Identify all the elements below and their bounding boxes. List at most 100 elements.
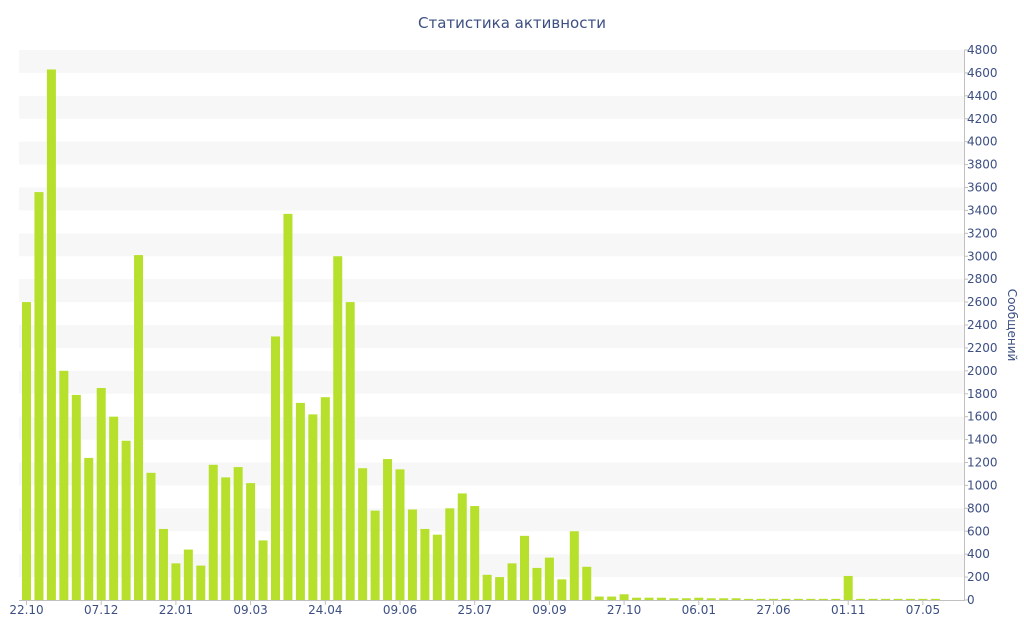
bar[interactable] (769, 598, 778, 600)
x-tick-label: 09.06 (383, 603, 417, 617)
y-tick-label: 1600 (967, 410, 998, 424)
bar[interactable] (171, 563, 181, 600)
bar[interactable] (544, 557, 554, 600)
x-tick-label: 24.04 (308, 603, 342, 617)
bar[interactable] (482, 574, 492, 600)
bar[interactable] (681, 598, 691, 600)
bar[interactable] (669, 598, 679, 600)
bar[interactable] (22, 302, 31, 600)
bar[interactable] (395, 469, 405, 600)
bar[interactable] (881, 598, 891, 600)
bar[interactable] (632, 597, 642, 600)
bar[interactable] (121, 440, 131, 600)
bar[interactable] (806, 598, 816, 600)
x-tick-label: 01.11 (831, 603, 865, 617)
bar[interactable] (59, 370, 69, 600)
y-axis-title: Сообщений (1005, 289, 1019, 362)
y-tick-labels: 0 200 400 600 800 1000 1200 1400 1600 1800 2000 220… (964, 43, 998, 607)
bar[interactable] (96, 388, 106, 600)
bar[interactable] (532, 567, 542, 600)
grid-band (19, 325, 964, 348)
bar[interactable] (146, 472, 156, 600)
bar[interactable] (644, 597, 654, 600)
y-tick-label: 3200 (967, 226, 998, 240)
bar[interactable] (756, 598, 766, 600)
bar[interactable] (258, 540, 268, 600)
bar[interactable] (295, 402, 305, 600)
bar[interactable] (320, 397, 330, 600)
bar[interactable] (308, 414, 318, 600)
bar[interactable] (831, 598, 841, 600)
bar[interactable] (856, 598, 866, 600)
bar[interactable] (470, 506, 480, 600)
bar[interactable] (569, 531, 579, 600)
y-tick-label: 3800 (967, 158, 998, 172)
x-tick-label: 27.06 (756, 603, 790, 617)
bar[interactable] (183, 549, 193, 600)
bar[interactable] (893, 598, 903, 600)
bar[interactable] (383, 459, 393, 600)
bar[interactable] (781, 598, 791, 600)
bar[interactable] (520, 535, 529, 600)
bar[interactable] (370, 510, 380, 600)
bar[interactable] (420, 528, 430, 600)
bar[interactable] (495, 577, 505, 600)
bar[interactable] (557, 579, 567, 600)
bar[interactable] (34, 192, 44, 601)
x-tick-label: 09.03 (233, 603, 267, 617)
bar[interactable] (283, 213, 293, 600)
bar[interactable] (271, 336, 280, 600)
bar[interactable] (930, 598, 940, 600)
y-tick-label: 3000 (967, 249, 998, 263)
bar[interactable] (71, 394, 81, 600)
bar[interactable] (918, 598, 928, 600)
grid-band (19, 50, 964, 73)
bar[interactable] (818, 598, 828, 600)
x-tick-label: 22.01 (159, 603, 193, 617)
bar[interactable] (333, 256, 343, 600)
bar[interactable] (706, 598, 716, 600)
bar[interactable] (345, 302, 355, 600)
bar[interactable] (208, 464, 218, 600)
bar[interactable] (582, 566, 592, 600)
bar[interactable] (619, 594, 629, 600)
bar[interactable] (507, 563, 517, 600)
bar[interactable] (457, 493, 467, 600)
bar[interactable] (905, 598, 915, 600)
bar[interactable] (158, 528, 168, 600)
y-tick-label: 2200 (967, 341, 998, 355)
y-tick-label: 400 (967, 547, 990, 561)
bar[interactable] (432, 534, 442, 600)
x-tick-label: 25.07 (458, 603, 492, 617)
y-tick-label: 2000 (967, 364, 998, 378)
bar[interactable] (694, 597, 704, 600)
bar[interactable] (744, 598, 754, 600)
bar[interactable] (793, 598, 803, 600)
bar[interactable] (594, 596, 604, 600)
bar[interactable] (868, 598, 878, 600)
grid-band (19, 370, 964, 394)
x-tick-label: 06.01 (682, 603, 716, 617)
bar[interactable] (731, 598, 741, 600)
x-tick-label: 22.10 (9, 603, 43, 617)
bar[interactable] (134, 255, 144, 600)
bar[interactable] (843, 575, 853, 600)
bar[interactable] (196, 565, 206, 600)
bar[interactable] (233, 467, 243, 600)
bar[interactable] (358, 468, 368, 600)
bar[interactable] (656, 597, 666, 600)
x-tick-label: 07.05 (906, 603, 940, 617)
bar[interactable] (109, 416, 119, 600)
bar[interactable] (84, 457, 94, 600)
bar[interactable] (407, 509, 417, 600)
bar[interactable] (46, 69, 56, 600)
grid-band (19, 554, 964, 578)
bar[interactable] (445, 508, 455, 600)
bar[interactable] (221, 477, 231, 600)
bar[interactable] (719, 598, 729, 600)
y-tick-label: 1400 (967, 433, 998, 447)
bar[interactable] (607, 596, 617, 600)
grid-band (19, 95, 964, 119)
bar[interactable] (246, 483, 256, 600)
y-tick-label: 0 (967, 593, 975, 607)
